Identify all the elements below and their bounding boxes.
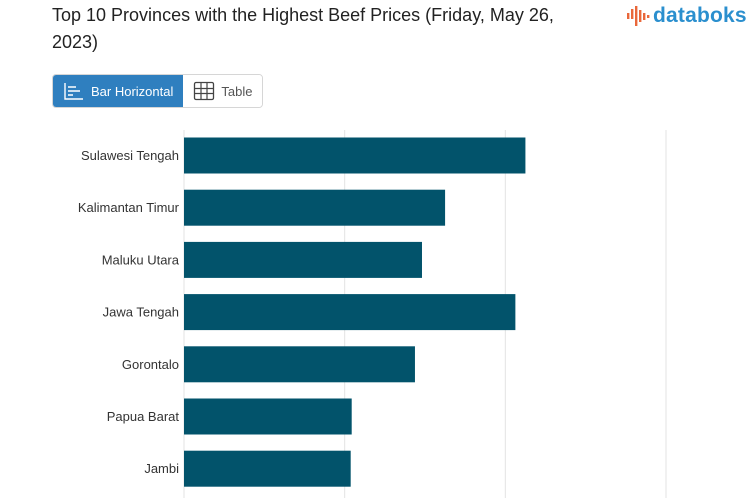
category-label: Maluku Utara [102,252,180,267]
table-label: Table [221,83,253,99]
brand-logo[interactable]: databoks [626,3,747,29]
category-label: Papua Barat [107,409,180,424]
view-toggle: Bar Horizontal Table [52,74,264,108]
bar[interactable] [184,189,446,226]
bar-horizontal-label: Bar Horizontal [91,83,174,99]
category-label: Sulawesi Tengah [81,148,179,163]
bar-horizontal-button[interactable]: Bar Horizontal [53,75,184,107]
category-label: Kalimantan Timur [78,200,180,215]
category-label: Jambi [144,461,179,476]
bar[interactable] [184,241,422,278]
logo-text: databoks [653,4,747,27]
bar[interactable] [184,450,351,487]
bar[interactable] [184,294,516,331]
bar[interactable] [184,346,415,383]
databoks-bars-icon [627,6,650,26]
bar-chart-icon [64,83,83,100]
category-label: Jawa Tengah [103,305,179,320]
category-label: Gorontalo [122,357,179,372]
chart-title: Top 10 Provinces with the Highest Beef P… [52,5,554,52]
bar[interactable] [184,398,352,435]
bar[interactable] [184,137,526,174]
table-button[interactable]: Table [183,75,263,107]
table-icon [194,81,215,101]
